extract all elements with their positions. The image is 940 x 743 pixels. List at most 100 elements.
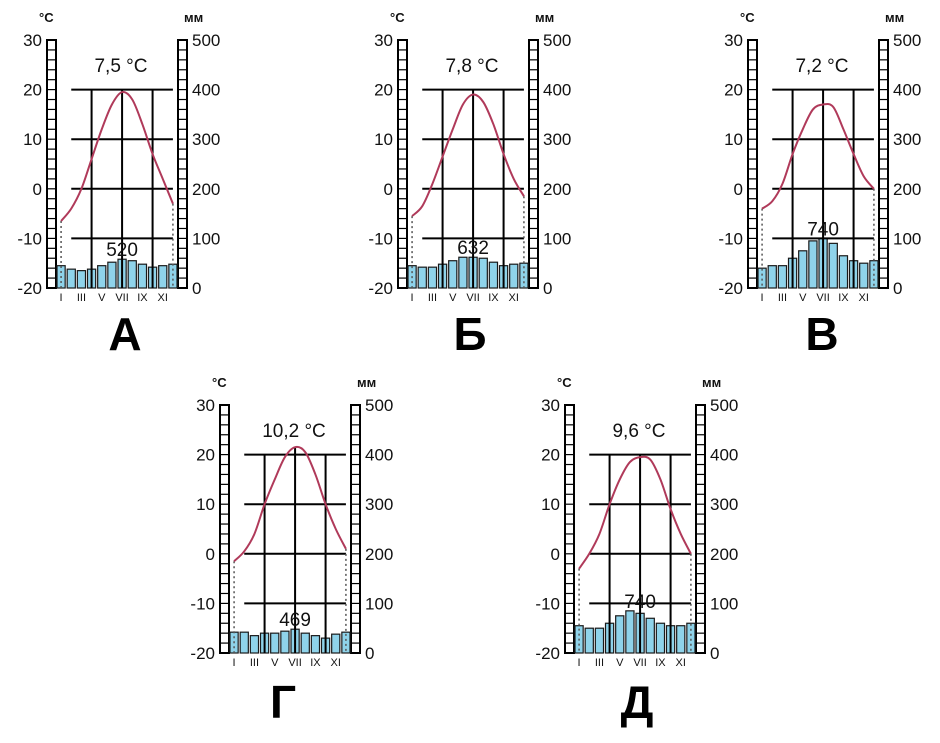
annual-temp-label: 9,6 °C — [612, 421, 665, 442]
diagram-letter: Д — [621, 676, 654, 728]
precip-tick-label: 200 — [192, 180, 220, 199]
precip-tick-label: 0 — [365, 644, 374, 663]
temp-tick-label: 30 — [541, 396, 560, 415]
temp-tick-label: -10 — [17, 229, 42, 248]
precip-scale-bar — [695, 404, 706, 654]
annual-precip-label: 520 — [106, 240, 138, 261]
precip-tick-label: 100 — [893, 229, 921, 248]
precip-tick-label: 0 — [893, 279, 902, 298]
diagram-letter: А — [108, 308, 141, 360]
temperature-curve — [578, 455, 692, 570]
temp-tick-label: 30 — [724, 31, 743, 50]
temp-tick-label: 10 — [374, 130, 393, 149]
annual-precip-label: 740 — [624, 592, 656, 613]
precip-tick-label: 300 — [710, 495, 738, 514]
temp-tick-label: 0 — [33, 180, 42, 199]
month-tick-label: VII — [466, 292, 479, 304]
temperature-curve — [411, 93, 525, 217]
precip-bar-XII — [341, 631, 351, 654]
precip-scale-bar — [177, 39, 188, 289]
precip-tick-label: 200 — [543, 180, 571, 199]
precip-bar-V — [798, 250, 808, 289]
temp-tick-label: 20 — [724, 81, 743, 100]
precip-tick-label: 500 — [192, 31, 220, 50]
annual-precip-label: 740 — [807, 219, 839, 240]
temp-tick-label: -10 — [718, 229, 743, 248]
month-tick-label: I — [761, 292, 764, 304]
precip-bar-XI — [158, 265, 168, 289]
precip-bar-I — [757, 267, 767, 289]
precip-bar-VIII — [828, 242, 838, 289]
precip-bar-II — [239, 631, 249, 654]
precip-tick-label: 400 — [710, 446, 738, 465]
precip-bar-V — [270, 632, 280, 654]
temp-tick-label: 20 — [196, 446, 215, 465]
month-tick-label: XI — [509, 292, 519, 304]
temp-tick-label: 20 — [23, 81, 42, 100]
precip-unit-label: мм — [702, 375, 721, 390]
precip-tick-label: 400 — [365, 446, 393, 465]
month-tick-label: V — [616, 657, 624, 669]
precip-tick-label: 400 — [543, 81, 571, 100]
annual-temp-label: 7,2 °C — [795, 56, 848, 77]
precip-tick-label: 300 — [192, 130, 220, 149]
temperature-curve — [60, 90, 174, 222]
month-tick-label: I — [578, 657, 581, 669]
precip-bar-II — [584, 627, 594, 654]
temp-tick-label: 10 — [196, 495, 215, 514]
temp-scale-bar — [46, 39, 57, 289]
precip-bar-VIII — [645, 617, 655, 654]
month-tick-label: I — [411, 292, 414, 304]
month-tick-label: VII — [115, 292, 128, 304]
month-tick-label: V — [799, 292, 807, 304]
precip-bar-IX — [310, 635, 321, 654]
precip-bar-XI — [331, 633, 341, 654]
precip-bar-XI — [676, 625, 686, 654]
precip-unit-label: мм — [357, 375, 376, 390]
precip-bar-VIII — [127, 260, 137, 289]
temp-tick-label: 10 — [724, 130, 743, 149]
precip-bar-VI — [107, 261, 117, 289]
temp-tick-label: -10 — [190, 594, 215, 613]
month-tick-label: XI — [158, 292, 168, 304]
temp-tick-label: 0 — [206, 545, 215, 564]
precip-bar-III — [594, 627, 605, 654]
temp-scale-bar — [564, 404, 575, 654]
precip-bar-II — [767, 265, 777, 289]
precip-tick-label: 0 — [192, 279, 201, 298]
diagram-letter: Г — [270, 676, 296, 728]
month-tick-label: III — [778, 292, 787, 304]
temp-unit-label: °C — [740, 10, 755, 25]
temp-tick-label: -20 — [368, 279, 393, 298]
temperature-curve — [761, 102, 875, 210]
temp-tick-label: 20 — [374, 81, 393, 100]
temp-tick-label: 10 — [541, 495, 560, 514]
month-tick-label: VII — [816, 292, 829, 304]
month-tick-label: III — [250, 657, 259, 669]
precip-bar-II — [66, 268, 76, 289]
temp-tick-label: 0 — [384, 180, 393, 199]
diagram-letter: В — [805, 308, 838, 360]
precip-scale-bar — [878, 39, 889, 289]
temp-unit-label: °C — [212, 375, 227, 390]
annual-temp-label: 7,8 °C — [445, 56, 498, 77]
month-tick-label: IX — [838, 292, 849, 304]
precip-tick-label: 300 — [365, 495, 393, 514]
month-tick-label: IX — [310, 657, 321, 669]
precip-tick-label: 500 — [710, 396, 738, 415]
temp-tick-label: -10 — [535, 594, 560, 613]
precip-bar-IX — [137, 263, 148, 289]
precip-tick-label: 300 — [543, 130, 571, 149]
precip-tick-label: 500 — [893, 31, 921, 50]
precip-bar-III — [427, 266, 438, 289]
precip-bar-VI — [458, 256, 468, 289]
month-tick-label: III — [595, 657, 604, 669]
month-tick-label: VII — [288, 657, 301, 669]
temp-tick-label: -10 — [368, 229, 393, 248]
temp-scale-bar — [219, 404, 230, 654]
